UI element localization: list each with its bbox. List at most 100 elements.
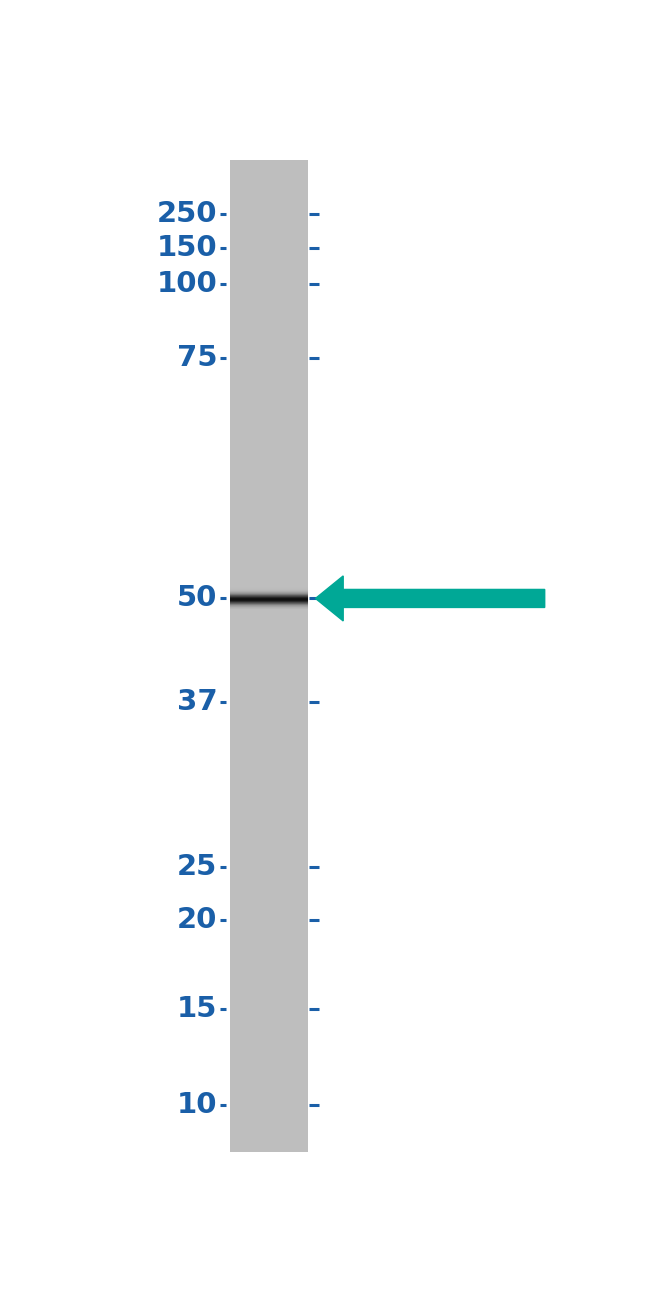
Bar [230, 650, 308, 656]
Bar [230, 308, 308, 315]
Bar [230, 1092, 308, 1097]
Bar [230, 1082, 308, 1088]
Bar [230, 844, 308, 850]
Bar [230, 517, 308, 523]
Bar [230, 1062, 308, 1067]
Bar [230, 354, 308, 359]
Bar [230, 833, 308, 840]
Text: 75: 75 [177, 344, 217, 372]
Bar [230, 972, 308, 979]
Bar [230, 685, 308, 692]
Bar [230, 710, 308, 716]
Bar [230, 458, 308, 463]
Bar [230, 849, 308, 854]
Bar [230, 1117, 308, 1122]
Bar [230, 442, 308, 448]
Bar [230, 556, 308, 563]
Bar [230, 299, 308, 304]
Bar [230, 1101, 308, 1108]
Bar [230, 729, 308, 736]
Bar [230, 770, 308, 775]
Bar [230, 1002, 308, 1009]
Bar [230, 546, 308, 552]
Bar [230, 250, 308, 255]
Bar [230, 630, 308, 637]
Bar [230, 918, 308, 924]
Bar [230, 384, 308, 389]
Bar [230, 963, 308, 968]
Bar [230, 913, 308, 919]
Bar [230, 412, 308, 419]
Bar [230, 497, 308, 503]
Bar [230, 160, 308, 166]
Bar [230, 967, 308, 974]
Bar [230, 482, 308, 488]
Bar [230, 789, 308, 796]
Bar [230, 488, 308, 493]
Bar [230, 274, 308, 280]
Bar [230, 283, 308, 290]
Bar [230, 200, 308, 205]
Bar [230, 992, 308, 998]
Bar [230, 176, 308, 181]
Bar [230, 754, 308, 760]
Bar [230, 214, 308, 221]
Bar [230, 794, 308, 801]
Bar [230, 997, 308, 1004]
Bar [230, 363, 308, 369]
Bar [230, 824, 308, 829]
Bar [230, 1076, 308, 1083]
Bar [230, 671, 308, 676]
Bar [230, 1126, 308, 1132]
Bar [230, 933, 308, 939]
Bar [230, 526, 308, 533]
Bar [230, 1067, 308, 1072]
Bar [230, 745, 308, 750]
Bar [230, 225, 308, 230]
Text: 100: 100 [157, 270, 217, 298]
Bar [230, 988, 308, 993]
Bar [230, 512, 308, 517]
Bar [230, 417, 308, 424]
Bar [230, 1022, 308, 1028]
Bar [230, 937, 308, 944]
Bar [230, 428, 308, 433]
Bar [230, 467, 308, 473]
Bar [230, 329, 308, 334]
Bar [230, 324, 308, 329]
Bar [230, 359, 308, 364]
Text: 25: 25 [177, 853, 217, 880]
Bar [230, 740, 308, 746]
Bar [230, 422, 308, 429]
Bar [230, 606, 308, 612]
Bar [230, 898, 308, 905]
Bar [230, 368, 308, 374]
Text: 10: 10 [177, 1091, 217, 1119]
Bar [230, 1087, 308, 1092]
Bar [230, 666, 308, 671]
Bar [230, 304, 308, 309]
Bar [230, 893, 308, 900]
Bar [230, 879, 308, 884]
Bar [230, 953, 308, 959]
Bar [230, 800, 308, 805]
Bar [230, 165, 308, 170]
Bar [230, 190, 308, 196]
Bar [230, 1037, 308, 1043]
Bar [230, 611, 308, 618]
Bar [230, 1141, 308, 1147]
Bar [230, 780, 308, 785]
Bar [230, 170, 308, 176]
Bar [230, 958, 308, 963]
Bar [230, 942, 308, 949]
Bar [230, 641, 308, 646]
Bar [230, 433, 308, 438]
Bar [230, 387, 308, 394]
Bar [230, 333, 308, 339]
Bar [230, 621, 308, 627]
Bar [230, 1027, 308, 1034]
Bar [230, 229, 308, 235]
Bar [230, 1112, 308, 1117]
Bar [230, 254, 308, 260]
Bar [230, 343, 308, 350]
